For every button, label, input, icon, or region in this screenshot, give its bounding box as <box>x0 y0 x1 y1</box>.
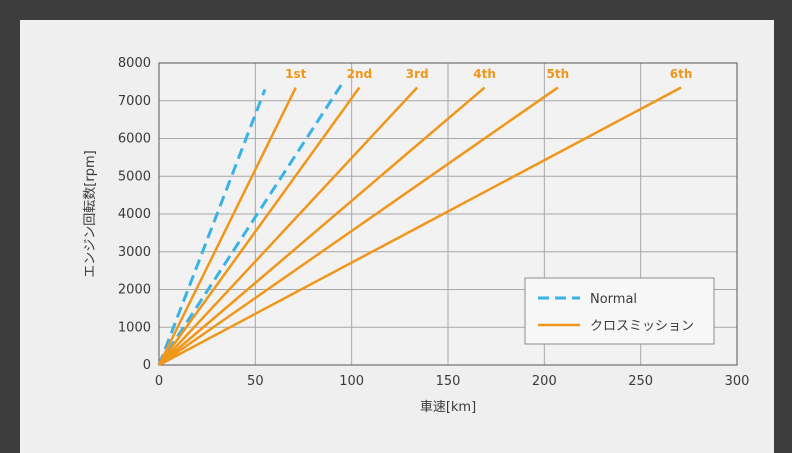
y-axis-label: エンジン回転数[rpm] <box>83 150 98 277</box>
close-ratio-line-6 <box>158 86 682 367</box>
x-tick-label: 200 <box>532 374 557 389</box>
x-tick-label: 250 <box>628 374 653 389</box>
gear-label-1st: 1st <box>285 67 306 81</box>
x-tick-label: 300 <box>725 374 750 389</box>
y-tick-label: 4000 <box>118 207 151 222</box>
gear-label-2nd: 2nd <box>347 67 372 81</box>
legend: Normal クロスミッション <box>524 277 715 345</box>
gear-label-4th: 4th <box>473 67 496 81</box>
x-tick-label: 100 <box>339 374 364 389</box>
close-ratio-line-3 <box>158 86 419 366</box>
x-tick-label: 150 <box>436 374 461 389</box>
x-tick-label: 50 <box>247 374 264 389</box>
y-axis-ticks: 0 1000 2000 3000 4000 5000 6000 7000 8000 <box>118 56 151 373</box>
y-tick-label: 6000 <box>118 132 151 147</box>
gear-label-5th: 5th <box>546 67 569 81</box>
x-tick-label: 0 <box>155 374 163 389</box>
close-ratio-line-2 <box>157 86 361 366</box>
close-ratio-line-1 <box>157 86 297 366</box>
x-axis-label: 車速[km] <box>420 400 476 415</box>
legend-box <box>524 277 715 345</box>
y-tick-label: 2000 <box>118 283 151 298</box>
normal-line-1 <box>157 88 267 366</box>
gear-labels: 1st 2nd 3rd 4th 5th 6th <box>285 67 692 81</box>
y-tick-label: 7000 <box>118 94 151 109</box>
series-lines <box>157 82 682 367</box>
gear-label-6th: 6th <box>670 67 693 81</box>
y-tick-label: 5000 <box>118 169 151 184</box>
close-ratio-line-4 <box>158 86 486 366</box>
legend-label-close-ratio: クロスミッション <box>590 319 694 334</box>
y-tick-label: 0 <box>143 358 151 373</box>
gear-label-3rd: 3rd <box>406 67 429 81</box>
x-axis-ticks: 0 50 100 150 200 250 300 <box>155 374 750 389</box>
legend-label-normal: Normal <box>590 292 637 307</box>
plot-frame <box>158 62 738 366</box>
y-tick-label: 8000 <box>118 56 151 71</box>
y-tick-label: 1000 <box>118 320 151 335</box>
y-tick-label: 3000 <box>118 245 151 260</box>
close-ratio-line-5 <box>158 86 559 367</box>
normal-line-2 <box>157 82 344 366</box>
